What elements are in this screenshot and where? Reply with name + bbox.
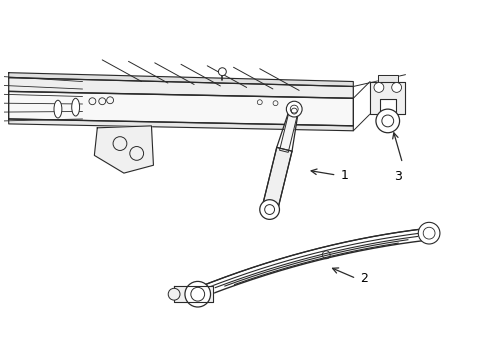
Circle shape bbox=[168, 288, 180, 300]
Ellipse shape bbox=[72, 98, 79, 116]
Polygon shape bbox=[9, 119, 353, 131]
Circle shape bbox=[392, 82, 401, 93]
Text: 2: 2 bbox=[360, 272, 368, 285]
Polygon shape bbox=[95, 126, 153, 173]
Polygon shape bbox=[378, 75, 397, 82]
Circle shape bbox=[185, 282, 211, 307]
Polygon shape bbox=[280, 108, 298, 152]
Polygon shape bbox=[174, 286, 214, 302]
Circle shape bbox=[291, 108, 297, 114]
Polygon shape bbox=[370, 82, 406, 114]
Ellipse shape bbox=[54, 100, 62, 118]
Circle shape bbox=[219, 68, 226, 76]
Circle shape bbox=[376, 109, 399, 133]
Polygon shape bbox=[9, 91, 353, 126]
Circle shape bbox=[418, 222, 440, 244]
Polygon shape bbox=[262, 147, 292, 211]
Polygon shape bbox=[9, 73, 353, 86]
Circle shape bbox=[260, 200, 279, 219]
Circle shape bbox=[374, 82, 384, 93]
Polygon shape bbox=[9, 78, 353, 98]
Text: 1: 1 bbox=[341, 168, 348, 181]
Text: 3: 3 bbox=[393, 170, 401, 183]
Circle shape bbox=[286, 101, 302, 117]
